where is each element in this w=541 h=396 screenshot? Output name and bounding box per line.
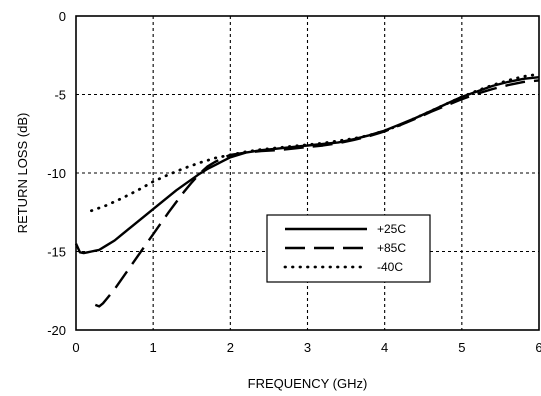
series-lines: [74, 72, 541, 308]
x-tick-label: 0: [72, 340, 79, 355]
axis-ticks: 0 1 2 3 4 5 6 0 -5 -10 -15 -20: [47, 9, 541, 355]
legend-label-3: -40C: [377, 260, 403, 274]
legend: +25C +85C -40C: [266, 214, 431, 283]
x-tick-label: 5: [458, 340, 465, 355]
y-tick-label: -15: [47, 245, 66, 260]
plot-frame: [75, 15, 540, 331]
legend-label-2: +85C: [377, 241, 406, 255]
x-tick-label: 1: [150, 340, 157, 355]
y-tick-label: -20: [47, 323, 66, 338]
y-axis-label: RETURN LOSS (dB): [15, 113, 30, 234]
x-tick-label: 6: [535, 340, 541, 355]
x-axis-label: FREQUENCY (GHz): [248, 376, 368, 391]
y-tick-label: -10: [47, 166, 66, 181]
x-tick-label: 2: [227, 340, 234, 355]
series-line-3: [90, 72, 541, 213]
legend-label-1: +25C: [377, 222, 406, 236]
y-tick-label: -5: [54, 88, 66, 103]
y-tick-label: 0: [59, 9, 66, 24]
x-tick-label: 3: [304, 340, 311, 355]
x-tick-label: 4: [381, 340, 388, 355]
grid-lines: [76, 16, 539, 330]
